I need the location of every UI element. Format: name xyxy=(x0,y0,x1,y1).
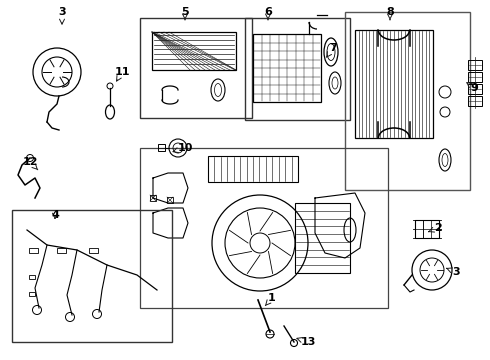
Text: 8: 8 xyxy=(386,7,394,20)
Bar xyxy=(415,220,439,238)
Bar xyxy=(29,248,38,253)
Bar xyxy=(152,32,236,70)
Bar xyxy=(208,156,298,182)
Text: 2: 2 xyxy=(429,223,442,233)
Text: 10: 10 xyxy=(173,143,193,153)
Bar xyxy=(345,12,470,190)
Bar xyxy=(253,34,321,102)
Bar xyxy=(468,60,482,70)
Text: 12: 12 xyxy=(22,157,38,170)
Bar xyxy=(415,220,423,238)
Text: 4: 4 xyxy=(51,210,59,220)
Bar xyxy=(140,18,252,118)
Bar xyxy=(245,18,350,120)
Bar xyxy=(29,292,35,296)
Text: 3: 3 xyxy=(58,7,66,24)
Bar xyxy=(167,197,173,203)
Text: 3: 3 xyxy=(447,267,460,277)
Text: 7: 7 xyxy=(327,43,337,57)
Bar xyxy=(140,148,388,308)
Bar xyxy=(355,30,433,138)
Text: 11: 11 xyxy=(114,67,130,81)
Bar xyxy=(468,84,482,94)
Text: 6: 6 xyxy=(264,7,272,20)
Bar xyxy=(57,248,66,253)
Bar xyxy=(12,210,172,342)
Bar xyxy=(29,275,35,279)
Text: 5: 5 xyxy=(181,7,189,20)
Text: 9: 9 xyxy=(467,82,478,93)
Bar xyxy=(468,72,482,82)
Bar xyxy=(423,220,431,238)
Bar xyxy=(295,203,350,273)
Bar xyxy=(158,144,165,151)
Text: 1: 1 xyxy=(265,293,276,306)
Bar xyxy=(150,195,156,201)
Bar xyxy=(468,96,482,106)
Text: 13: 13 xyxy=(297,337,316,347)
Bar xyxy=(89,248,98,253)
